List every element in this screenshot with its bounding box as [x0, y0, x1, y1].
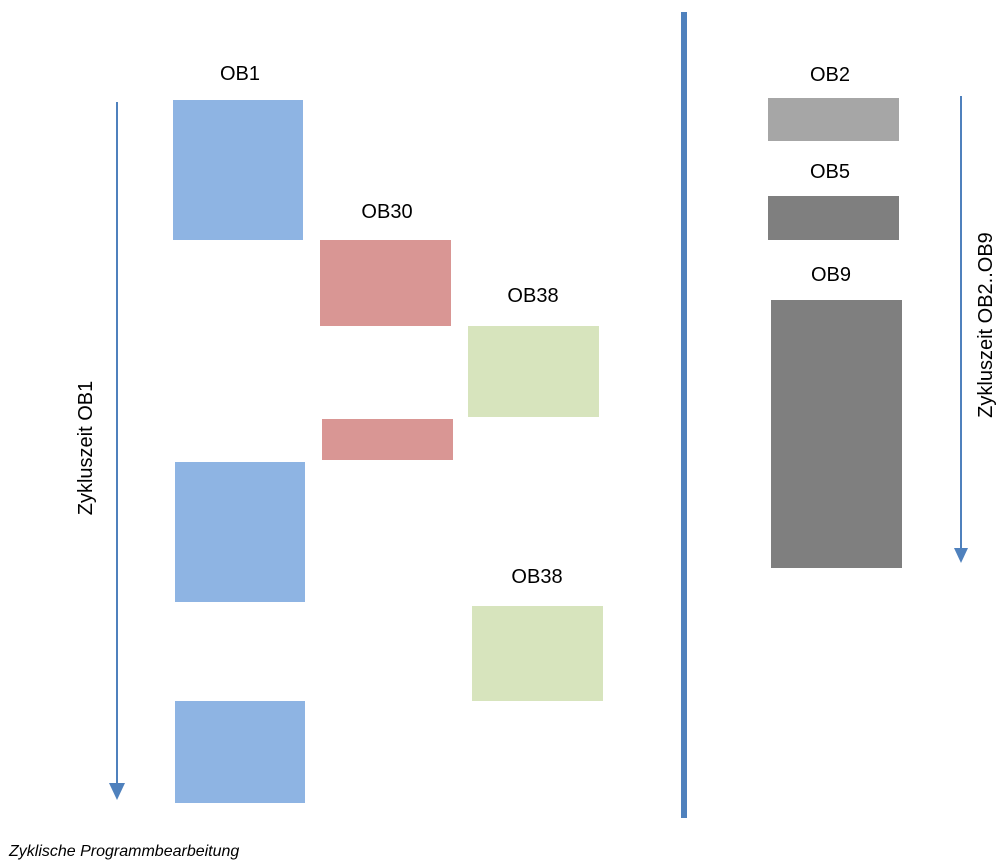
ob1-block-1: [173, 100, 303, 240]
ob38-top-label: OB38: [507, 285, 559, 307]
ob1-block-3: [175, 701, 305, 803]
ob9-block: [771, 300, 902, 568]
right-axis-label: Zykluszeit OB2..OB9: [975, 232, 997, 418]
left-time-axis-arrowhead: [109, 783, 125, 800]
ob38-bottom-label: OB38: [511, 566, 563, 588]
ob2-block: [768, 98, 899, 141]
ob38-block-2: [472, 606, 603, 701]
left-axis-label: Zykluszeit OB1: [75, 380, 97, 516]
ob30-label: OB30: [361, 201, 413, 223]
figure-caption: Zyklische Programmbearbeitung: [9, 843, 240, 860]
ob5-block: [768, 196, 899, 240]
ob9-label: OB9: [810, 264, 852, 286]
ob1-label: OB1: [219, 63, 261, 85]
ob1-block-2: [175, 462, 305, 602]
right-time-axis-arrowhead: [954, 548, 968, 563]
ob5-label: OB5: [809, 161, 851, 183]
ob30-block-1: [320, 240, 451, 326]
ob38-block-1: [468, 326, 599, 417]
ob2-label: OB2: [809, 64, 851, 86]
ob30-block-2: [322, 419, 453, 460]
